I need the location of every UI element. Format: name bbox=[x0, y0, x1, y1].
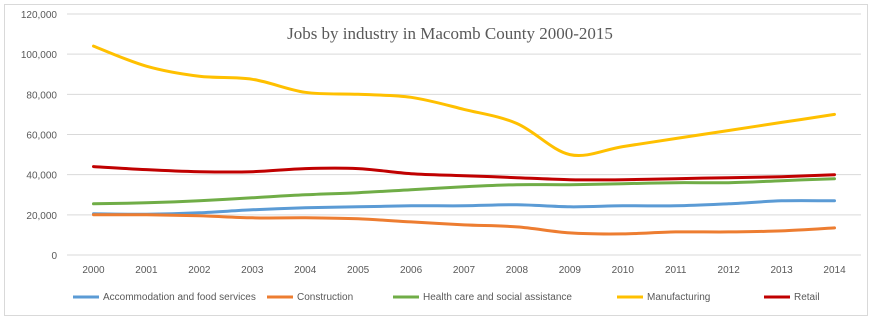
x-tick-label: 2001 bbox=[135, 265, 158, 276]
legend-label: Retail bbox=[794, 292, 820, 303]
x-tick-label: 2011 bbox=[665, 265, 687, 276]
series-line-retail bbox=[92, 165, 836, 182]
legend-label: Accommodation and food services bbox=[103, 292, 256, 303]
y-axis: 0 20,000 40,000 60,000 80,000 100,000 120,000 bbox=[21, 10, 58, 262]
x-tick-label: 2004 bbox=[294, 265, 317, 276]
legend-item-accommodation-and-food-services: Accommodation and food services bbox=[73, 292, 256, 303]
x-tick-label: 2012 bbox=[718, 265, 741, 276]
x-tick-label: 2014 bbox=[823, 265, 846, 276]
x-tick-label: 2003 bbox=[241, 265, 264, 276]
x-tick-label: 2000 bbox=[82, 265, 105, 276]
series-line-construction bbox=[92, 213, 836, 236]
x-tick-label: 2002 bbox=[188, 265, 211, 276]
x-tick-label: 2005 bbox=[347, 265, 370, 276]
legend-item-health-care-and-social-assistance: Health care and social assistance bbox=[393, 292, 572, 303]
y-tick-label: 40,000 bbox=[26, 171, 57, 182]
x-tick-label: 2007 bbox=[453, 265, 476, 276]
x-tick-label: 2013 bbox=[770, 265, 793, 276]
x-tick-label: 2008 bbox=[506, 265, 529, 276]
y-tick-label: 80,000 bbox=[26, 90, 57, 101]
y-tick-label: 100,000 bbox=[21, 50, 58, 61]
legend-item-manufacturing: Manufacturing bbox=[617, 292, 710, 303]
y-tick-label: 0 bbox=[51, 251, 57, 262]
chart-title: Jobs by industry in Macomb County 2000-2… bbox=[287, 24, 613, 43]
x-tick-label: 2009 bbox=[559, 265, 582, 276]
legend: Accommodation and food services Construct… bbox=[73, 292, 820, 303]
legend-label: Construction bbox=[297, 292, 353, 303]
series-line-accommodation-and-food-services bbox=[92, 199, 836, 216]
line-chart: Jobs by industry in Macomb County 2000-2… bbox=[21, 10, 861, 303]
chart-frame: Jobs by industry in Macomb County 2000-2… bbox=[4, 4, 868, 316]
legend-item-retail: Retail bbox=[764, 292, 820, 303]
series-lines bbox=[92, 44, 836, 236]
gridlines bbox=[67, 13, 861, 256]
series-line-health-care-and-social-assistance bbox=[92, 177, 836, 206]
y-tick-label: 20,000 bbox=[26, 211, 57, 222]
legend-label: Health care and social assistance bbox=[423, 292, 572, 303]
legend-item-construction: Construction bbox=[267, 292, 353, 303]
x-tick-label: 2010 bbox=[612, 265, 635, 276]
y-tick-label: 60,000 bbox=[26, 131, 57, 142]
x-tick-label: 2006 bbox=[400, 265, 423, 276]
y-tick-label: 120,000 bbox=[21, 10, 58, 21]
series-line-manufacturing bbox=[92, 44, 836, 157]
x-axis: 2000 2001 2002 2003 2004 2005 2006 2007 2008 2009… bbox=[82, 265, 846, 276]
legend-label: Manufacturing bbox=[647, 292, 710, 303]
